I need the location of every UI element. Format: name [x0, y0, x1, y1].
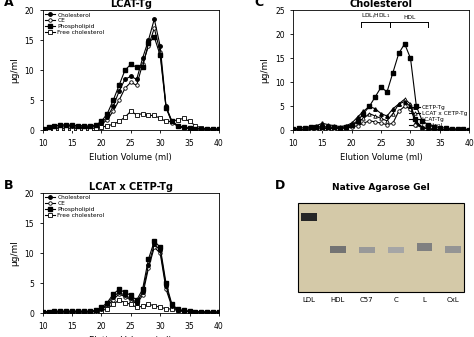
Text: LDL: LDL	[302, 297, 315, 303]
Text: Native Agarose Gel: Native Agarose Gel	[332, 183, 430, 192]
Bar	[330, 246, 346, 253]
Legend: Cholesterol, CE, Phospholipid, Free cholesterol: Cholesterol, CE, Phospholipid, Free chol…	[45, 195, 105, 219]
Text: C: C	[393, 297, 398, 303]
Text: LCAT x CETP-Tg: LCAT x CETP-Tg	[89, 182, 173, 192]
Text: B: B	[4, 179, 13, 192]
Text: LDL/HDL$_1$: LDL/HDL$_1$	[361, 11, 390, 20]
Text: LCAT-Tg: LCAT-Tg	[110, 0, 152, 9]
Bar	[388, 247, 403, 253]
Text: Cholesterol: Cholesterol	[350, 0, 413, 9]
X-axis label: Elution Volume (ml): Elution Volume (ml)	[90, 153, 172, 162]
Y-axis label: μg/ml: μg/ml	[261, 57, 269, 83]
Bar	[359, 247, 374, 253]
Legend: CETP-Tg, LCAT x CETP-Tg, LCAT-Tg, Control: CETP-Tg, LCAT x CETP-Tg, LCAT-Tg, Contro…	[409, 104, 467, 129]
Text: C: C	[254, 0, 264, 9]
Text: HDL: HDL	[403, 15, 415, 20]
Bar	[301, 213, 317, 221]
Y-axis label: μg/ml: μg/ml	[10, 240, 19, 266]
Legend: Cholesterol, CE, Phospholipid, Free cholesterol: Cholesterol, CE, Phospholipid, Free chol…	[45, 12, 105, 36]
Text: HDL: HDL	[330, 297, 345, 303]
Text: A: A	[4, 0, 13, 9]
Text: C57: C57	[360, 297, 374, 303]
Text: L: L	[422, 297, 427, 303]
X-axis label: Elution Volume (ml): Elution Volume (ml)	[340, 153, 422, 162]
Text: CxL: CxL	[447, 297, 460, 303]
Y-axis label: μg/ml: μg/ml	[10, 57, 19, 83]
Bar	[446, 246, 461, 253]
Text: D: D	[275, 179, 286, 192]
Bar	[417, 243, 432, 251]
X-axis label: Elution Volume (ml): Elution Volume (ml)	[90, 336, 172, 337]
Bar	[298, 203, 464, 292]
